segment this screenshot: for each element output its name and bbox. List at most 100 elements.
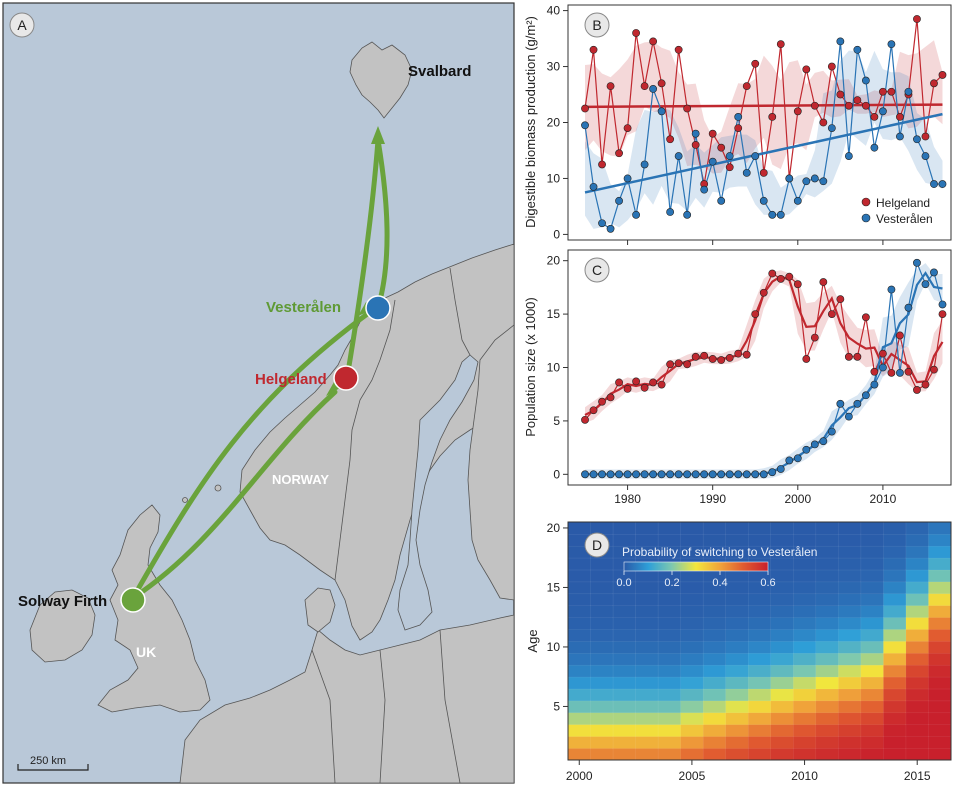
data-point: [708, 355, 717, 363]
data-point: [717, 143, 726, 152]
x-tick-label: 2015: [904, 769, 931, 783]
heatmap-cell: [883, 700, 907, 714]
heatmap-cell: [883, 569, 907, 583]
heatmap-cell: [567, 569, 592, 583]
heatmap-cell: [702, 521, 727, 535]
heatmap-cell: [905, 712, 930, 725]
data-point: [657, 79, 666, 88]
panel-d-yticks: 5 10 15 20: [547, 521, 568, 713]
helgeland-marker[interactable]: [333, 365, 359, 391]
heatmap-cell: [590, 521, 614, 535]
data-point: [904, 87, 913, 96]
heatmap-cell: [680, 593, 704, 606]
data-point: [666, 135, 675, 144]
heatmap-cell: [702, 688, 727, 702]
heatmap-cell: [905, 700, 930, 714]
data-point: [844, 412, 853, 421]
data-point: [589, 470, 598, 479]
vesteralen-marker[interactable]: [365, 295, 391, 321]
heatmap-cell: [838, 664, 862, 678]
data-point: [674, 45, 683, 54]
heatmap-cell: [725, 616, 749, 630]
heatmap-cell: [905, 593, 930, 606]
heatmap-cell: [635, 569, 659, 583]
data-point: [938, 300, 947, 309]
heatmap-cell: [905, 521, 930, 535]
heatmap-cell: [838, 521, 862, 535]
label-norway: NORWAY: [272, 472, 329, 487]
data-point: [793, 107, 802, 116]
y-tick-label: 20: [547, 521, 561, 535]
solway-marker[interactable]: [120, 587, 146, 613]
heatmap-cell: [590, 652, 614, 666]
heatmap-cell: [928, 700, 952, 714]
heatmap-cell: [590, 724, 614, 737]
heatmap-cell: [860, 545, 885, 559]
heatmap-cell: [657, 616, 682, 630]
trend-line-0: [585, 103, 943, 109]
heatmap-cell: [590, 676, 614, 690]
heatmap-cell: [860, 533, 885, 547]
heatmap-cell: [860, 521, 885, 535]
route-arrowhead: [371, 126, 385, 144]
heatmap-cell: [793, 652, 817, 666]
land-britain: [97, 504, 211, 713]
data-point: [759, 288, 768, 297]
heatmap-cell: [770, 735, 794, 749]
heatmap-cell: [883, 521, 907, 535]
heatmap-cell: [680, 700, 704, 714]
heatmap-cell: [928, 640, 952, 654]
heatmap-cell: [725, 640, 749, 654]
heatmap-cell: [725, 521, 749, 535]
heatmap-cell: [883, 593, 907, 606]
heatmap-cell: [770, 593, 794, 606]
data-point: [836, 295, 845, 304]
land-svalbard: [349, 41, 413, 119]
heatmap-cell: [612, 700, 637, 714]
heatmap-cell: [590, 581, 614, 595]
land-ireland: [29, 589, 96, 663]
heatmap-cell: [770, 557, 794, 571]
heatmap-cell: [657, 688, 682, 702]
panel-c-badge: [584, 257, 610, 283]
route-solway-vesteralen: [130, 309, 373, 601]
heatmap-cell: [657, 676, 682, 690]
heatmap-cell: [770, 688, 794, 702]
panel-c-points: [581, 258, 947, 479]
data-point: [623, 470, 632, 479]
heatmap-cell: [657, 521, 682, 535]
heatmap-cell: [928, 581, 952, 595]
heatmap-cell: [815, 640, 840, 654]
y-tick-label: 40: [547, 4, 561, 18]
data-point: [734, 124, 743, 132]
heatmap-cell: [928, 545, 952, 559]
data-point: [870, 143, 879, 152]
heatmap-cell: [883, 533, 907, 547]
heatmap-cell: [793, 735, 817, 749]
heatmap-cell: [612, 616, 637, 630]
data-point: [785, 456, 794, 465]
heatmap-cell: [770, 700, 794, 714]
heatmap-cell: [815, 652, 840, 666]
data-point: [870, 367, 879, 376]
heatmap-cell: [883, 735, 907, 749]
heatmap-cell: [815, 593, 840, 606]
heatmap-cell: [725, 724, 749, 737]
heatmap-cell: [815, 664, 840, 678]
data-point: [717, 356, 726, 364]
heatmap-cell: [590, 640, 614, 654]
heatmap-cell: [860, 735, 885, 749]
heatmap-cell: [815, 688, 840, 702]
heatmap-cell: [770, 747, 794, 761]
data-point: [896, 331, 904, 340]
heatmap-cell: [815, 557, 840, 571]
heatmap-cell: [905, 616, 930, 630]
heatmap-cell: [770, 521, 794, 535]
heatmap-cell: [838, 616, 862, 630]
heatmap-cell: [702, 664, 727, 678]
heatmap-cell: [747, 700, 772, 714]
data-point: [751, 59, 760, 68]
panel-a-badge: [9, 12, 35, 38]
label-solway: Solway Firth: [18, 593, 107, 610]
data-point: [836, 90, 845, 99]
